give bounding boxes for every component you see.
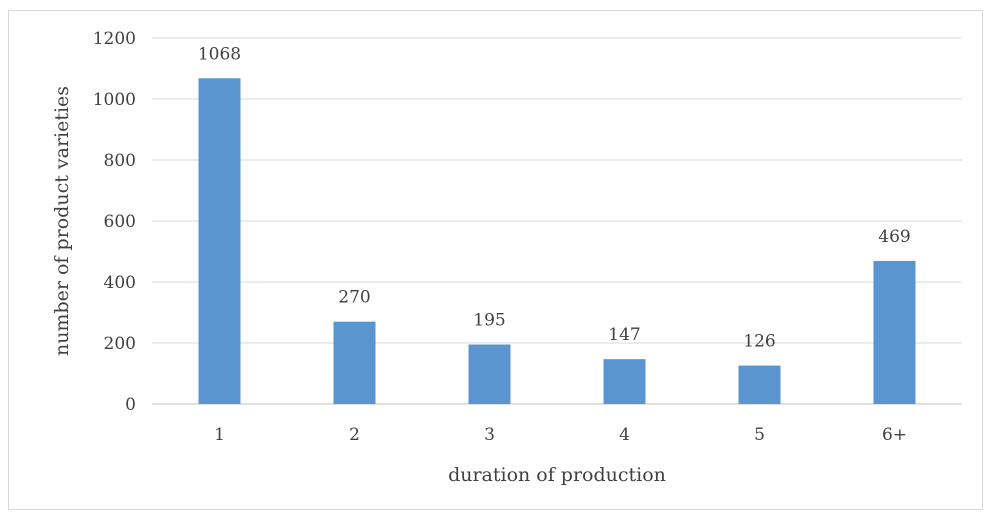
y-tick-label: 0 xyxy=(125,395,136,415)
y-tick-label: 200 xyxy=(104,334,136,354)
y-tick-label: 400 xyxy=(104,273,136,293)
data-label: 195 xyxy=(473,311,505,331)
bar-3 xyxy=(468,344,511,404)
gridlines xyxy=(152,37,962,405)
y-tick-label: 1000 xyxy=(93,90,136,110)
bar-6plus xyxy=(873,260,916,404)
data-label: 126 xyxy=(743,332,775,352)
x-tick-label: 3 xyxy=(484,425,495,445)
y-tick-label: 600 xyxy=(104,212,136,232)
bar-4 xyxy=(603,359,646,404)
data-label: 147 xyxy=(608,325,640,345)
x-axis-title: duration of production xyxy=(448,464,666,486)
x-tick-label: 2 xyxy=(349,425,360,445)
bar-5 xyxy=(738,365,781,404)
x-tick-label: 6+ xyxy=(882,425,907,445)
bar-1 xyxy=(198,78,241,404)
chart-frame xyxy=(8,10,983,510)
data-labels: 1068 270 195 147 126 469 xyxy=(198,44,911,351)
x-tick-label: 1 xyxy=(214,425,225,445)
y-tick-label: 800 xyxy=(104,151,136,171)
y-axis-ticks: 0 200 400 600 800 1000 1200 xyxy=(93,29,136,415)
y-tick-label: 1200 xyxy=(93,29,136,49)
bar-2 xyxy=(333,321,376,404)
x-axis-ticks: 1 2 3 4 5 6+ xyxy=(214,425,907,445)
x-tick-label: 5 xyxy=(754,425,765,445)
data-label: 1068 xyxy=(198,44,241,64)
data-label: 469 xyxy=(878,227,910,247)
data-label: 270 xyxy=(338,288,370,308)
y-axis-title: number of product varieties xyxy=(51,86,73,356)
bars xyxy=(198,78,916,404)
x-tick-label: 4 xyxy=(619,425,630,445)
